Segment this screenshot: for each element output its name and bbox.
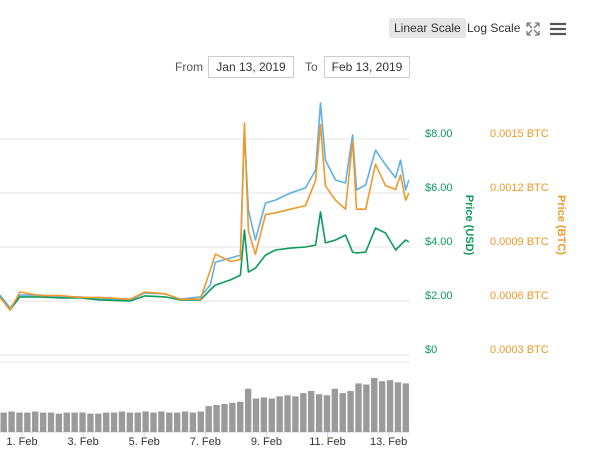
volume-bar bbox=[103, 412, 110, 432]
from-label: From bbox=[175, 60, 203, 74]
volume-bar bbox=[55, 413, 63, 432]
volume-bar bbox=[244, 388, 252, 432]
volume-bar bbox=[150, 412, 157, 432]
y-tick-label: $2.00 bbox=[425, 290, 453, 302]
y-tick-label: $6.00 bbox=[425, 182, 453, 194]
volume-bar bbox=[32, 411, 39, 432]
volume-bar bbox=[205, 406, 212, 432]
y-tick-label: $4.00 bbox=[425, 236, 453, 248]
volume-bar bbox=[331, 388, 339, 432]
volume-bar bbox=[0, 412, 7, 432]
volume-bar bbox=[394, 382, 402, 432]
volume-bar bbox=[268, 398, 275, 432]
log-scale-button[interactable]: Log Scale bbox=[467, 21, 521, 35]
volume-bar bbox=[63, 412, 70, 432]
price-line bbox=[0, 122, 410, 311]
x-tick-label: 11. Feb bbox=[309, 436, 346, 448]
y-axis-title: Price (USD) bbox=[463, 195, 475, 256]
y2-tick-label: 0.0015 BTC bbox=[490, 128, 549, 140]
volume-bar bbox=[189, 412, 197, 432]
volume-bar bbox=[371, 378, 378, 432]
volume-bar bbox=[158, 411, 165, 432]
volume-bar bbox=[173, 412, 181, 432]
volume-bar bbox=[260, 397, 268, 432]
x-tick-label: 1. Feb bbox=[6, 436, 37, 448]
volume-bar bbox=[118, 411, 126, 432]
volume-bar bbox=[363, 384, 370, 432]
price-line bbox=[0, 211, 410, 311]
volume-bar bbox=[142, 411, 149, 432]
volume-bar bbox=[87, 413, 94, 432]
x-tick-label: 3. Feb bbox=[68, 436, 99, 448]
volume-bar bbox=[95, 413, 102, 432]
volume-bar bbox=[347, 390, 354, 432]
volume-bar bbox=[24, 412, 31, 432]
volume-bar bbox=[386, 380, 394, 432]
volume-bar bbox=[39, 412, 47, 432]
y2-tick-label: 0.0006 BTC bbox=[490, 290, 549, 302]
volume-bar bbox=[252, 398, 260, 432]
y-tick-label: $0 bbox=[425, 344, 437, 356]
volume-bar bbox=[71, 412, 78, 432]
to-date-input[interactable]: Feb 13, 2019 bbox=[324, 56, 410, 78]
volume-bar bbox=[315, 394, 323, 432]
volume-bar bbox=[300, 393, 307, 432]
volume-bar bbox=[339, 393, 346, 432]
volume-bar bbox=[229, 402, 236, 432]
volume-bar bbox=[402, 383, 409, 432]
x-tick-label: 13. Feb bbox=[370, 436, 407, 448]
volume-bar bbox=[79, 412, 86, 432]
x-tick-label: 7. Feb bbox=[190, 436, 221, 448]
y2-tick-label: 0.0009 BTC bbox=[490, 236, 549, 248]
volume-bar bbox=[197, 411, 204, 432]
volume-bar bbox=[237, 401, 244, 432]
volume-bar bbox=[284, 395, 291, 432]
volume-bar bbox=[181, 411, 189, 432]
y2-axis-title: Price (BTC) bbox=[555, 195, 567, 255]
volume-bar bbox=[378, 381, 386, 432]
volume-bar bbox=[355, 383, 362, 432]
volume-bar bbox=[126, 412, 134, 432]
volume-bar bbox=[276, 396, 283, 432]
volume-bar bbox=[213, 405, 220, 432]
menu-icon[interactable] bbox=[550, 22, 566, 36]
y2-tick-label: 0.0003 BTC bbox=[490, 344, 549, 356]
y2-tick-label: 0.0012 BTC bbox=[490, 182, 549, 194]
fullscreen-icon[interactable] bbox=[526, 22, 540, 36]
to-label: To bbox=[305, 60, 318, 74]
volume-bar bbox=[221, 403, 228, 432]
price-line bbox=[0, 102, 410, 309]
volume-bar bbox=[166, 412, 173, 432]
volume-bar bbox=[16, 412, 23, 432]
y-tick-label: $8.00 bbox=[425, 128, 453, 140]
volume-bar bbox=[308, 390, 315, 432]
volume-bar bbox=[134, 412, 141, 432]
volume-bar bbox=[292, 396, 299, 432]
volume-bar bbox=[323, 395, 331, 432]
x-tick-label: 5. Feb bbox=[129, 436, 160, 448]
x-tick-label: 9. Feb bbox=[251, 436, 282, 448]
from-date-input[interactable]: Jan 13, 2019 bbox=[208, 56, 294, 78]
volume-bar bbox=[110, 412, 118, 432]
volume-bar bbox=[47, 412, 55, 432]
toolbar-icons bbox=[526, 22, 566, 36]
linear-scale-button[interactable]: Linear Scale bbox=[389, 18, 466, 38]
volume-bar bbox=[8, 411, 15, 432]
